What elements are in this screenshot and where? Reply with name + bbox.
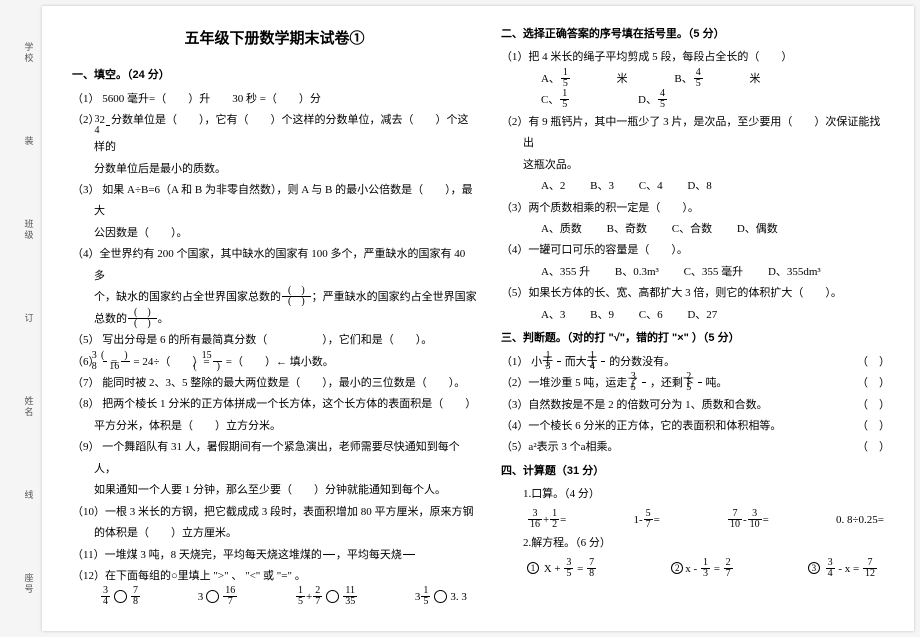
q2-2-opts: A、2 B、3 C、4 D、8 xyxy=(501,176,890,197)
q1-4b: 个，缺水的国家约占全世界国家总数的( )( )；严重缺水的国家约占全世界国家 xyxy=(72,287,477,308)
q1-5: （5） 写出分母是 6 的所有最简真分数（ ），它们和是（ ）。 xyxy=(72,330,477,351)
binding-mark: 订 xyxy=(23,313,36,324)
q2-3-opts: A、质数 B、奇数 C、合数 D、偶数 xyxy=(501,219,890,240)
exam-title: 五年级下册数学期末试卷① xyxy=(72,24,477,53)
q4-2-problems: 1 X + 35 = 78 2x - 13 = 27 3 34 - x = 71… xyxy=(501,555,890,580)
binding-strip: 学校 装 班级 订 姓名 线 座号 xyxy=(20,6,38,631)
q2-1: （1）把 4 米长的绳子平均剪成 5 段，每段占全长的（ ） xyxy=(501,47,890,68)
q3-1: （1） 小于 13 而大于 14 的分数没有。 （ ） xyxy=(501,352,890,373)
q3-2: （2）一堆沙重 5 吨，运走了 35 ，还剩下 25 吨。 （ ） xyxy=(501,373,890,394)
q3-4: （4）一个棱长 6 分米的正方体，它的表面积和体积相等。（ ） xyxy=(501,416,890,437)
q2-4: （4）一罐可口可乐的容量是（ ）。 xyxy=(501,240,890,261)
section-2-head: 二、选择正确答案的序号填在括号里。（5 分） xyxy=(501,24,890,45)
binding-label: 座号 xyxy=(23,573,36,595)
q1-10b: 的体积是（ ）立方厘米。 xyxy=(72,523,477,544)
q2-2: （2）有 9 瓶钙片，其中一瓶少了 3 片，是次品，至少要用（ ）次保证能找出 xyxy=(501,112,890,155)
q2-1-opts: A、15 米 B、45 米 C、15 D、45 xyxy=(501,69,890,112)
exam-page: 五年级下册数学期末试卷① 一、填空。（24 分） （1） 5600 毫升=（ ）… xyxy=(42,6,914,631)
q3-3: （3）自然数按是不是 2 的倍数可分为 1、质数和合数。（ ） xyxy=(501,395,890,416)
right-column: 二、选择正确答案的序号填在括号里。（5 分） （1）把 4 米长的绳子平均剪成 … xyxy=(487,6,914,631)
binding-label: 班级 xyxy=(23,219,36,241)
q1-4c: 总数的( )( )。 xyxy=(72,309,477,330)
q1-9b: 如果通知一个人要 1 分钟，那么至少要（ ）分钟就能通知到每个人。 xyxy=(72,480,477,501)
q2-4-opts: A、355 升 B、0.3m³ C、355 毫升 D、355dm³ xyxy=(501,262,890,283)
q2-5: （5）如果长方体的长、宽、高都扩大 3 倍，则它的体积扩大（ ）。 xyxy=(501,283,890,304)
section-4-head: 四、计算题（31 分） xyxy=(501,461,890,482)
binding-label: 姓名 xyxy=(23,396,36,418)
q1-6: （6） 38 = ( )16 = 24÷（ ）= 15( ) =（ ）← 填小数… xyxy=(72,352,477,373)
binding-mark: 装 xyxy=(23,136,36,147)
q1-3b: 公因数是（ ）。 xyxy=(72,223,477,244)
binding-mark: 线 xyxy=(23,490,36,501)
q1-3: （3） 如果 A÷B=6（A 和 B 为非零自然数），则 A 与 B 的最小公倍… xyxy=(72,180,477,223)
q2-2b: 这瓶次品。 xyxy=(501,155,890,176)
q2-5-opts: A、3 B、9 C、6 D、27 xyxy=(501,305,890,326)
q1-8b: 平方分米，体积是（ ）立方分米。 xyxy=(72,416,477,437)
q1-4: （4）全世界约有 200 个国家，其中缺水的国家有 100 多个，严重缺水的国家… xyxy=(72,244,477,287)
left-column: 五年级下册数学期末试卷① 一、填空。（24 分） （1） 5600 毫升=（ ）… xyxy=(42,6,487,631)
q1-2b: 分数单位后是最小的质数。 xyxy=(72,159,477,180)
q1-2: （2）234分数单位是（ ），它有（ ）个这样的分数单位，减去（ ）个这样的 xyxy=(72,110,477,158)
q2-3: （3）两个质数相乘的积一定是（ ）。 xyxy=(501,198,890,219)
binding-label: 学校 xyxy=(23,42,36,64)
q1-7: （7） 能同时被 2、3、5 整除的最大两位数是（ ），最小的三位数是（ ）。 xyxy=(72,373,477,394)
q1-12: （12）在下面每组的○里填上 ">" 、 "<" 或 "=" 。 xyxy=(72,566,477,587)
q1-1: （1） 5600 毫升=（ ）升 30 秒 =（ ）分 xyxy=(72,89,477,110)
q1-11: （11）一堆煤 3 吨，8 天烧完，平均每天烧这堆煤的 ，平均每天烧 xyxy=(72,545,477,566)
q1-12-options: 3478 3167 15+271135 3153. 3 xyxy=(72,587,477,608)
q1-9: （9） 一个舞蹈队有 31 人，暑假期间有一个紧急演出，老师需要尽快通知到每个人… xyxy=(72,437,477,480)
q4-2-head: 2.解方程。（6 分） xyxy=(501,533,890,554)
section-1-head: 一、填空。（24 分） xyxy=(72,65,477,86)
q1-10: （10）一根 3 米长的方钢，把它截成成 3 段时，表面积增加 80 平方厘米，… xyxy=(72,502,477,523)
q4-1-problems: 316+12= 1-57= 710-310= 0. 8÷0.25= xyxy=(501,506,890,531)
q1-8: （8） 把两个棱长 1 分米的正方体拼成一个长方体，这个长方体的表面积是（ ） xyxy=(72,394,477,415)
q3-5: （5）a²表示 3 个a相乘。（ ） xyxy=(501,437,890,458)
section-3-head: 三、判断题。（对的打 "√"，错的打 "×" ）（5 分） xyxy=(501,328,890,349)
q4-1-head: 1.口算。（4 分） xyxy=(501,484,890,505)
